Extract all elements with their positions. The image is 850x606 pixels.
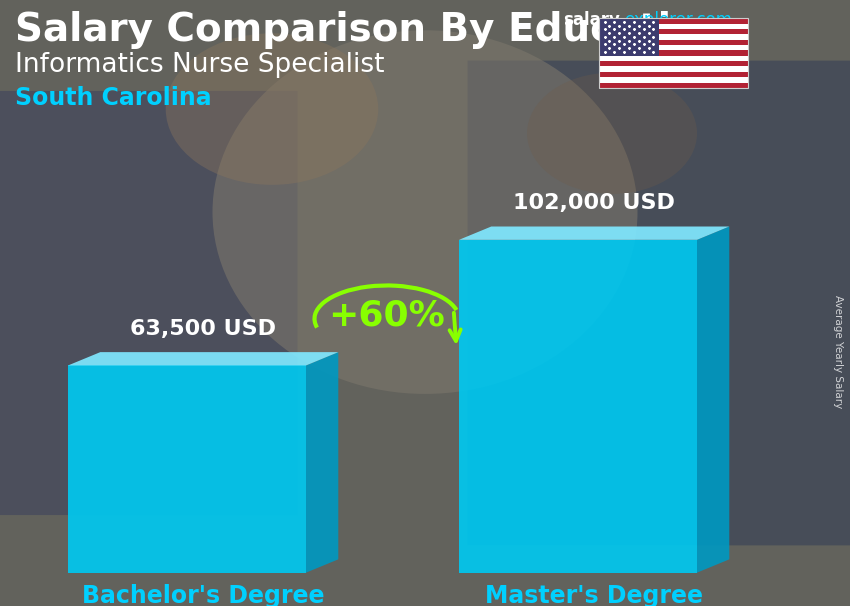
Bar [599, 61, 748, 67]
Text: +60%: +60% [328, 299, 445, 333]
Text: salary: salary [563, 11, 620, 29]
Text: Average Yearly Salary: Average Yearly Salary [833, 295, 843, 408]
Text: 102,000 USD: 102,000 USD [513, 193, 675, 213]
Text: Informatics Nurse Specialist: Informatics Nurse Specialist [15, 52, 385, 78]
Polygon shape [68, 352, 338, 365]
Bar [599, 18, 748, 24]
Bar [599, 82, 748, 88]
Bar [599, 29, 748, 35]
Polygon shape [68, 365, 306, 573]
Bar [599, 18, 659, 56]
Text: Master's Degree: Master's Degree [485, 584, 703, 606]
Polygon shape [459, 227, 729, 240]
Polygon shape [459, 240, 697, 573]
Bar [599, 72, 748, 77]
Polygon shape [697, 227, 729, 573]
Ellipse shape [166, 33, 378, 185]
Bar [599, 45, 748, 50]
Bar [599, 18, 748, 88]
Text: South Carolina: South Carolina [15, 86, 212, 110]
Bar [599, 67, 748, 72]
Text: 63,500 USD: 63,500 USD [130, 319, 276, 339]
Text: explorer.com: explorer.com [624, 11, 732, 29]
Bar [599, 50, 748, 56]
FancyBboxPatch shape [468, 61, 850, 545]
Bar [599, 56, 748, 61]
Ellipse shape [527, 73, 697, 194]
Bar [599, 77, 748, 82]
FancyBboxPatch shape [0, 91, 298, 515]
Bar [599, 35, 748, 39]
Bar [599, 24, 748, 29]
Text: Bachelor's Degree: Bachelor's Degree [82, 584, 325, 606]
Bar [599, 39, 748, 45]
Polygon shape [306, 352, 338, 573]
Text: Salary Comparison By Education: Salary Comparison By Education [15, 11, 726, 49]
Ellipse shape [212, 30, 638, 394]
